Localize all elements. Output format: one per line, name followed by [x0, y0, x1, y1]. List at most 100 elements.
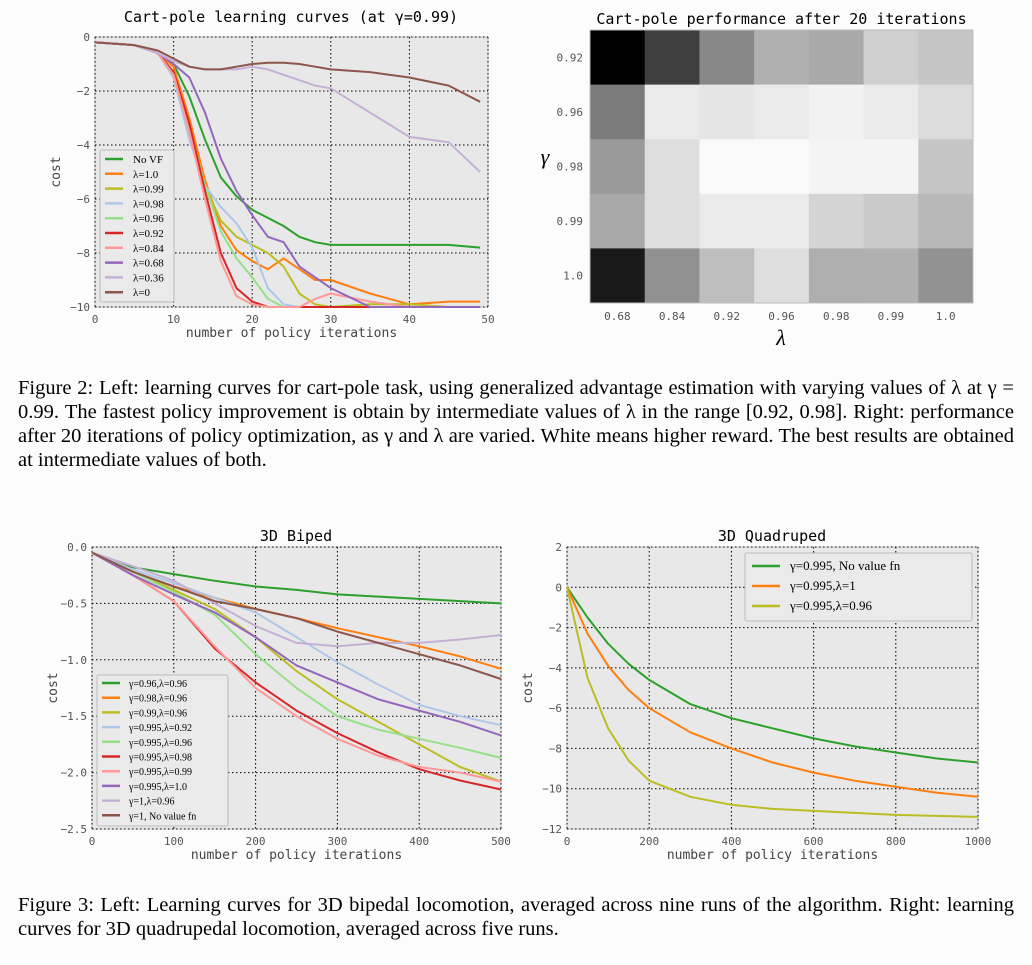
x-tick-label: 0.96 — [768, 310, 795, 323]
legend-label: γ=0.995,λ=1 — [789, 578, 856, 593]
x-tick-label: 0.99 — [878, 310, 905, 323]
series-line — [91, 551, 502, 648]
y-tick-label: −0.5 — [61, 597, 88, 610]
heatmap-cell — [699, 84, 755, 140]
x-tick-label: 500 — [491, 835, 511, 848]
x-tick-label: 0 — [564, 835, 571, 848]
x-tick-label: 0 — [92, 313, 99, 326]
x-tick-label: 0.92 — [714, 310, 741, 323]
x-tick-label: 100 — [164, 835, 184, 848]
heatmap-cell — [754, 139, 810, 195]
plot-frame — [589, 29, 974, 304]
x-tick-label: 1000 — [965, 835, 992, 848]
y-axis-label: cost — [521, 672, 536, 703]
legend-label: λ=0.68 — [133, 258, 164, 270]
heatmap-cell — [863, 84, 919, 140]
legend-label: λ=0.36 — [133, 272, 164, 284]
heatmap-cell — [808, 30, 865, 86]
legend-box — [744, 552, 973, 622]
y-tick-label: −2 — [549, 622, 562, 635]
figure-2-caption: Figure 2: Left: learning curves for cart… — [18, 377, 1014, 471]
series-line — [94, 41, 481, 103]
legend-label: λ=1.0 — [133, 169, 159, 181]
y-tick-label: −4 — [549, 662, 563, 675]
x-tick-label: 30 — [324, 313, 337, 326]
series-line — [91, 551, 502, 680]
chart-title: 3D Quadruped — [718, 527, 826, 545]
legend-label: γ=0.98,λ=0.96 — [128, 694, 187, 705]
heatmap-cell — [644, 30, 700, 86]
chart-title: Cart-pole performance after 20 iteration… — [596, 10, 966, 28]
heatmap-cell — [808, 84, 865, 140]
heatmap-cell — [918, 139, 974, 195]
legend-label: γ=0.99,λ=0.96 — [128, 708, 187, 719]
heatmap-cell — [590, 248, 646, 304]
legend-label: γ=0.995,λ=0.96 — [789, 598, 872, 613]
legend-label: γ=0.995,λ=1.0 — [128, 782, 187, 793]
x-tick-label: 0 — [89, 835, 96, 848]
y-tick-label: −6 — [77, 193, 90, 206]
heatmap-cell — [754, 30, 810, 86]
y-tick-label: 0.92 — [557, 51, 584, 64]
series-line — [91, 551, 502, 783]
heatmap-cell — [863, 248, 919, 304]
heatmap-cell — [918, 84, 974, 140]
legend-label: γ=0.995,λ=0.99 — [128, 767, 192, 778]
heatmap-cell — [699, 248, 755, 304]
x-tick-label: 0.98 — [823, 310, 850, 323]
y-tick-label: −10 — [70, 301, 90, 314]
legend-label: γ=0.995,λ=0.92 — [128, 723, 192, 734]
chart-quadruped: 0 200 400 600 800 1000 2 0 −2 −4 −6 −8 −10 −12 3D Quad… — [521, 527, 991, 863]
chart-title: 3D Biped — [260, 527, 332, 545]
series-line — [91, 551, 502, 783]
series-line — [91, 551, 502, 737]
x-tick-label: 400 — [721, 835, 741, 848]
x-tick-label: 400 — [409, 835, 429, 848]
heatmap-cell — [590, 193, 646, 249]
legend-label: λ=0.92 — [133, 228, 164, 240]
heatmap-cell — [808, 248, 865, 304]
heatmap-cell — [754, 84, 810, 140]
chart-cartpole: 0 10 20 30 40 50 0 −2 −4 −6 −8 −10 Cart-pole learnin… — [49, 8, 495, 341]
heatmap-cell — [754, 248, 810, 304]
y-axis-label: cost — [49, 156, 64, 187]
chart-biped: 0 100 200 300 400 500 0.0 −0.5 −1.0 −1.5 −2.0 −2.5 3… — [46, 527, 511, 863]
heatmap-cell — [699, 30, 755, 86]
y-axis-label: γ — [541, 144, 551, 169]
y-tick-label: 0.0 — [67, 541, 87, 554]
x-tick-label: 0.68 — [604, 310, 631, 323]
x-axis-label: number of policy iterations — [191, 848, 402, 863]
x-tick-label: 200 — [246, 835, 266, 848]
series-line — [566, 586, 979, 764]
figure-3-caption: Figure 3: Left: Learning curves for 3D b… — [18, 894, 1014, 940]
heatmap-cell — [808, 139, 865, 195]
x-tick-label: 1.0 — [936, 310, 956, 323]
x-tick-label: 0.84 — [659, 310, 686, 323]
x-tick-label: 200 — [639, 835, 659, 848]
chart-title: Cart-pole learning curves (at γ=0.99) — [124, 8, 458, 26]
x-tick-label: 40 — [403, 313, 416, 326]
series-line — [91, 551, 502, 605]
x-tick-label: 300 — [327, 835, 347, 848]
legend: No VF λ=1.0 λ=0.99 λ=0.98 λ=0.96 λ=0.92 λ=0.84… — [99, 149, 175, 303]
legend-box — [96, 674, 229, 827]
series-line — [566, 586, 979, 798]
heatmap-cell — [863, 193, 919, 249]
legend-label: γ=0.995,λ=0.98 — [128, 753, 192, 764]
legend-label: γ=0.995,λ=0.96 — [128, 738, 192, 749]
x-tick-label: 800 — [886, 835, 906, 848]
y-tick-label: −2.5 — [61, 823, 88, 836]
x-tick-label: 50 — [481, 313, 494, 326]
x-axis-label: number of policy iterations — [186, 326, 397, 341]
legend-label: λ=0.84 — [133, 243, 164, 255]
legend-label: γ=1, No value fn — [128, 811, 196, 822]
legend: γ=0.995, No value fn γ=0.995,λ=1 γ=0.995,λ… — [744, 552, 973, 622]
chart-heatmap: Cart-pole performance after 20 iteration… — [541, 10, 974, 350]
x-axis-label: λ — [775, 325, 786, 350]
y-tick-label: 0 — [555, 581, 562, 594]
legend-label: λ=0.99 — [133, 184, 164, 196]
y-tick-label: 0.96 — [557, 106, 584, 119]
y-tick-label: −2 — [77, 85, 90, 98]
y-tick-label: −2.0 — [61, 767, 88, 780]
